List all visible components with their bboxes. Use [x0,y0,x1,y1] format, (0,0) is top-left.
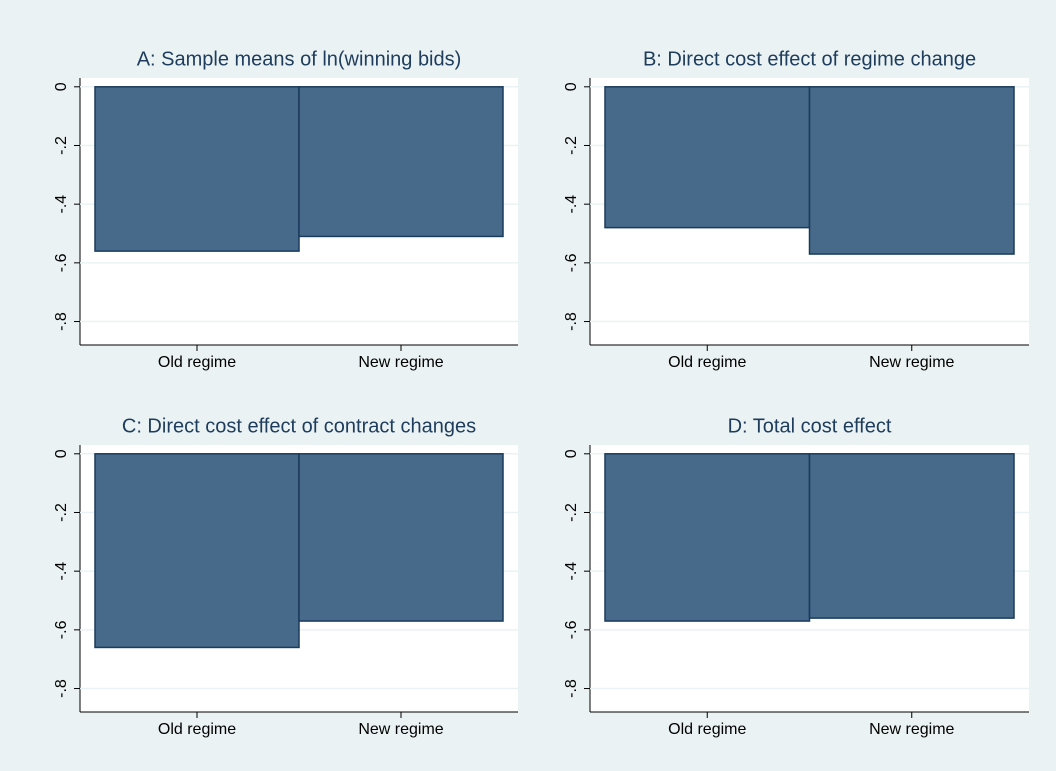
chart-title: A: Sample means of ln(winning bids) [137,48,462,70]
y-tick-label: -.8 [563,312,580,331]
x-tick-label: New regime [869,721,954,738]
bar [604,453,811,622]
x-tick-label: New regime [358,721,443,738]
y-tick-label: -.4 [563,195,580,214]
chart-title: B: Direct cost effect of regime change [643,48,976,70]
y-tick-label: -.2 [53,503,70,522]
y-tick-label: -.4 [563,562,580,581]
y-tick-label: 0 [53,449,70,458]
y-tick-label: -.6 [53,620,70,639]
y-tick-label: 0 [563,449,580,458]
bar [94,453,300,649]
bar [808,86,1015,255]
bar [808,453,1015,619]
y-tick-label: -.2 [563,136,580,155]
y-tick-label: 0 [563,82,580,91]
y-tick-label: -.4 [53,562,70,581]
bar [604,86,811,229]
bar [298,453,504,622]
y-tick-label: -.8 [53,312,70,331]
y-tick-label: -.4 [53,195,70,214]
y-tick-label: -.2 [563,503,580,522]
x-tick-label: New regime [358,354,443,371]
y-tick-label: -.6 [563,253,580,272]
chart-title: D: Total cost effect [728,415,892,437]
y-tick-label: -.6 [53,253,70,272]
x-tick-label: New regime [869,354,954,371]
y-tick-label: -.2 [53,136,70,155]
x-tick-label: Old regime [668,721,746,738]
x-tick-label: Old regime [158,354,236,371]
y-tick-label: 0 [53,82,70,91]
y-tick-label: -.8 [53,679,70,698]
y-tick-label: -.8 [563,679,580,698]
x-tick-label: Old regime [668,354,746,371]
chart-title: C: Direct cost effect of contract change… [122,415,476,437]
bar [298,86,504,238]
y-tick-label: -.6 [563,620,580,639]
bar [94,86,300,252]
x-tick-label: Old regime [158,721,236,738]
